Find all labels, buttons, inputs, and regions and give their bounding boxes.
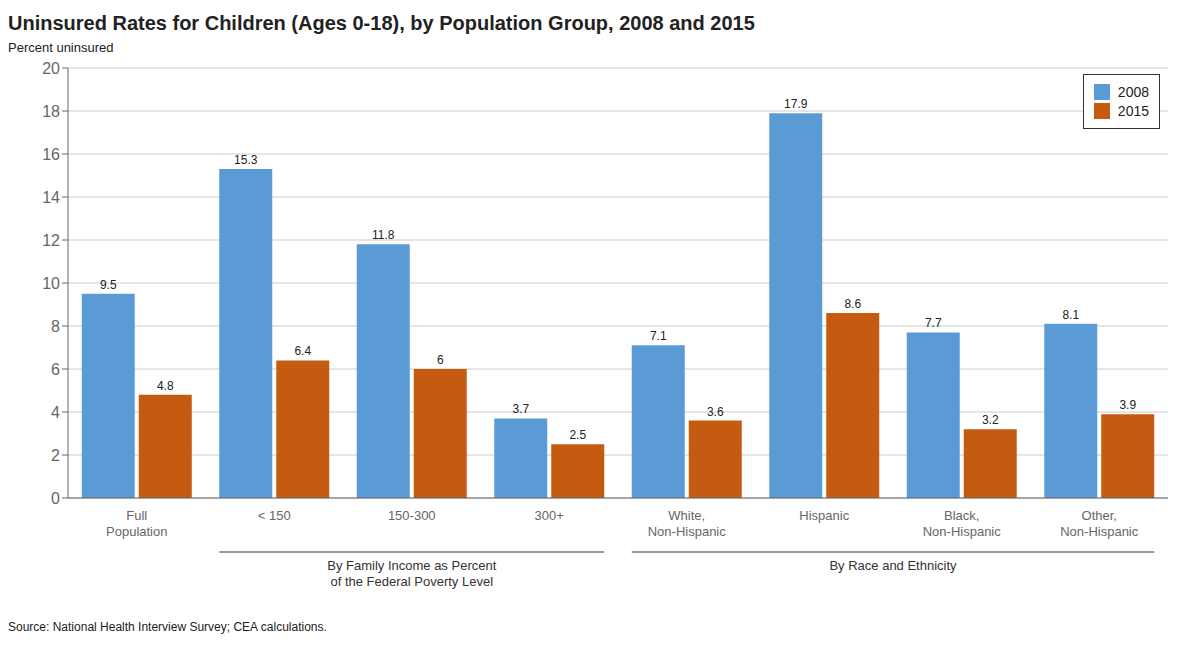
svg-text:By Family Income as Percentof: By Family Income as Percentof the Federa… [327,558,496,589]
svg-text:By Race and Ethnicity: By Race and Ethnicity [829,558,957,573]
svg-text:3.2: 3.2 [982,413,999,427]
svg-text:7.1: 7.1 [650,329,667,343]
svg-text:150-300: 150-300 [388,508,436,523]
html-text:Source: National Health Interv: Source: National Health Interview Survey… [8,620,327,634]
svg-text:Black,Non-Hispanic: Black,Non-Hispanic [923,508,1002,539]
svg-text:16: 16 [42,146,60,163]
svg-text:3.9: 3.9 [1119,398,1136,412]
svg-text:15.3: 15.3 [234,153,258,167]
svg-text:White,Non-Hispanic: White,Non-Hispanic [648,508,727,539]
svg-text:4: 4 [51,404,60,421]
svg-text:7.7: 7.7 [925,316,942,330]
svg-text:4.8: 4.8 [157,379,174,393]
svg-text:8.6: 8.6 [844,297,861,311]
svg-text:2: 2 [51,447,60,464]
svg-text:6: 6 [51,361,60,378]
svg-text:17.9: 17.9 [784,97,808,111]
svg-text:FullPopulation: FullPopulation [106,508,167,539]
svg-text:< 150: < 150 [258,508,291,523]
svg-text:14: 14 [42,189,60,206]
svg-text:3.7: 3.7 [512,402,529,416]
html-text:Uninsured Rates for Children (: Uninsured Rates for Children (Ages 0-18)… [8,12,755,34]
svg-text:9.5: 9.5 [100,278,117,292]
svg-text:300+: 300+ [535,508,564,523]
html-text:2008: 2008 [1117,84,1149,100]
html-text:Percent uninsured: Percent uninsured [8,40,114,55]
svg-text:2.5: 2.5 [569,428,586,442]
svg-text:11.8: 11.8 [372,228,395,242]
svg-text:12: 12 [42,232,60,249]
svg-text:18: 18 [42,103,60,120]
svg-text:0: 0 [51,490,60,507]
svg-text:3.6: 3.6 [707,405,724,419]
svg-text:20: 20 [42,60,60,77]
svg-text:6.4: 6.4 [294,344,311,358]
svg-text:Hispanic: Hispanic [799,508,849,523]
svg-text:8: 8 [51,318,60,335]
html-text:2015: 2015 [1117,103,1149,119]
svg-text:Other,Non-Hispanic: Other,Non-Hispanic [1060,508,1139,539]
svg-text:6: 6 [437,353,444,367]
svg-text:8.1: 8.1 [1062,308,1079,322]
svg-text:10: 10 [42,275,60,292]
